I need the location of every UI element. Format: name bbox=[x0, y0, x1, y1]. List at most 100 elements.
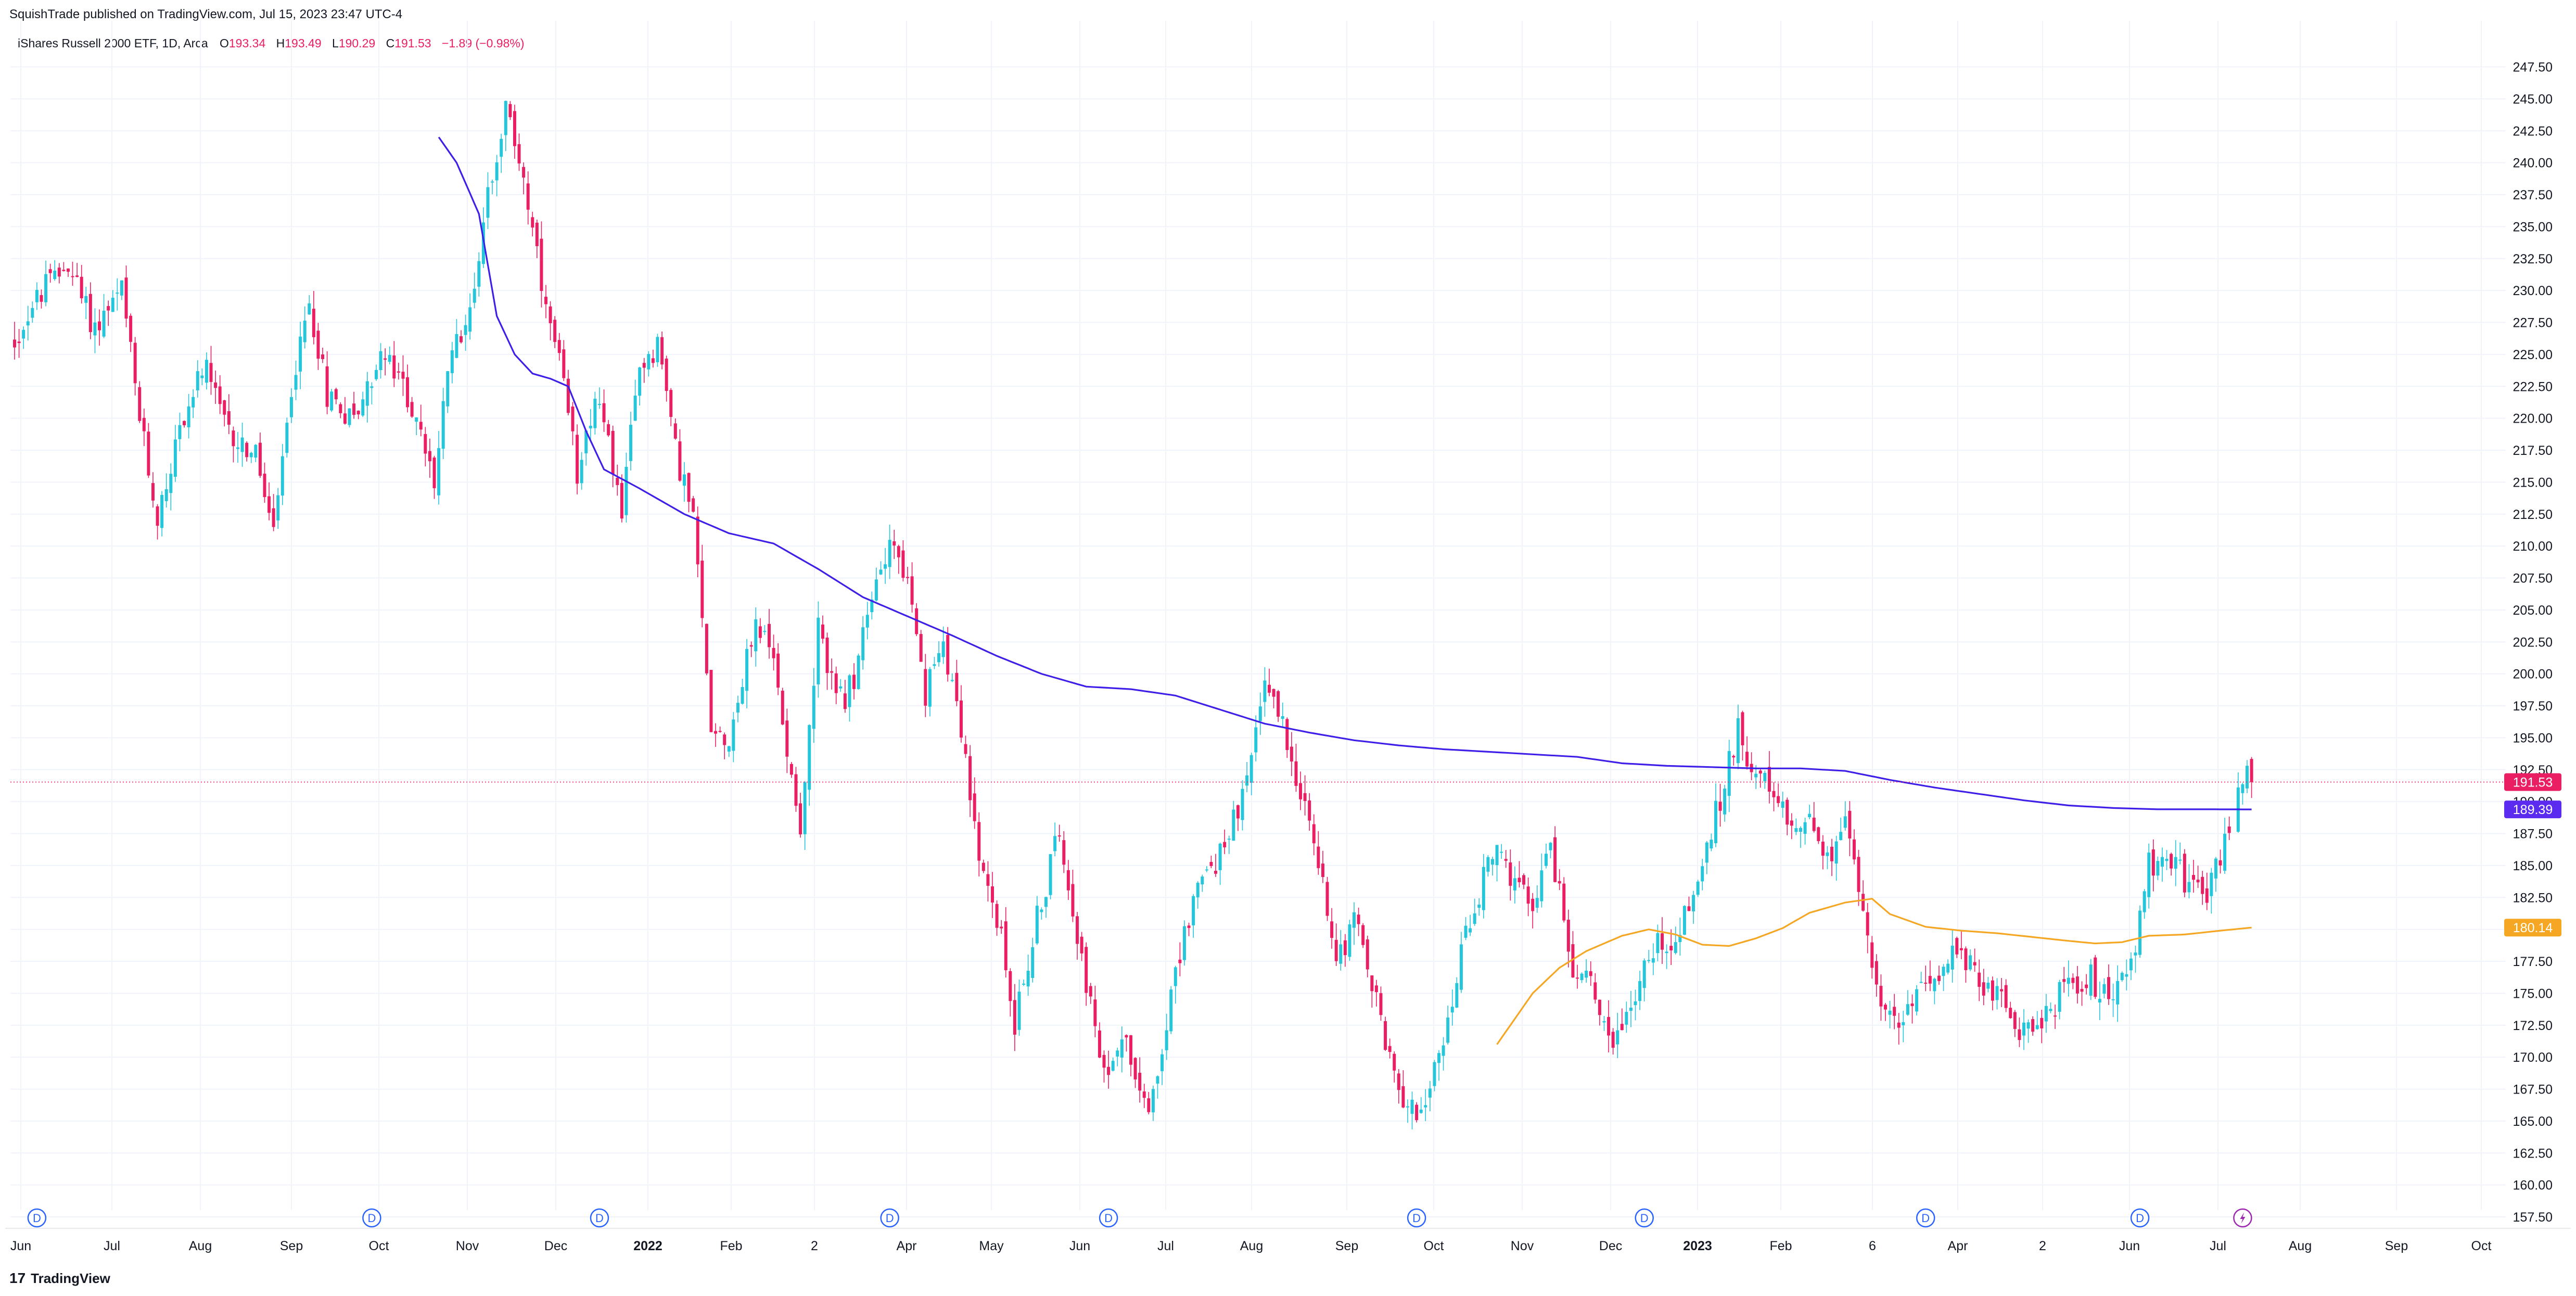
candle-body bbox=[1419, 1109, 1423, 1113]
price-tick-label: 170.00 bbox=[2513, 1050, 2553, 1065]
candle-body bbox=[1232, 809, 1235, 841]
candles bbox=[13, 100, 2253, 1129]
candle-body bbox=[2214, 858, 2217, 879]
candle-body bbox=[428, 451, 431, 462]
candle-body bbox=[35, 289, 39, 302]
candle-body bbox=[98, 321, 101, 331]
candle-body bbox=[1629, 1008, 1633, 1011]
candle-body bbox=[665, 358, 668, 391]
candle-body bbox=[173, 439, 177, 477]
candle-body bbox=[647, 354, 651, 370]
candle-body bbox=[374, 370, 378, 379]
candle-body bbox=[1129, 1035, 1132, 1065]
candle-body bbox=[2183, 854, 2186, 893]
candle-body bbox=[1156, 1076, 1159, 1084]
candle-body bbox=[13, 339, 16, 348]
candle-body bbox=[2013, 1012, 2017, 1029]
candle-body bbox=[2026, 1022, 2030, 1029]
time-tick-label: Nov bbox=[456, 1239, 479, 1253]
candle-body bbox=[1661, 933, 1664, 950]
candle-body bbox=[1522, 875, 1526, 885]
candle-body bbox=[687, 473, 691, 502]
candle-body bbox=[1379, 993, 1383, 1015]
candle-body bbox=[2138, 910, 2142, 955]
candle-body bbox=[330, 391, 334, 411]
candle-body bbox=[1982, 982, 1985, 996]
candle-body bbox=[589, 426, 592, 429]
candle-body bbox=[1808, 814, 1812, 818]
candle-body bbox=[1781, 801, 1784, 808]
tradingview-logo[interactable]: 17 TradingView bbox=[9, 1270, 110, 1287]
candle-body bbox=[517, 144, 521, 164]
candle-body bbox=[593, 399, 597, 428]
candle-body bbox=[178, 425, 182, 439]
candle-body bbox=[2205, 888, 2209, 903]
time-tick-label: Aug bbox=[1240, 1239, 1263, 1253]
candle-body bbox=[1718, 802, 1722, 811]
candle-body bbox=[843, 693, 847, 709]
candle-body bbox=[1201, 876, 1204, 885]
candle-body bbox=[2227, 827, 2231, 833]
candle-body bbox=[406, 377, 410, 408]
candle-body bbox=[1486, 857, 1490, 872]
candle-body bbox=[285, 423, 289, 453]
candle-body bbox=[741, 687, 744, 704]
candle-body bbox=[696, 516, 699, 565]
candle-body bbox=[339, 404, 342, 413]
candle-body bbox=[620, 482, 623, 519]
candle-body bbox=[486, 187, 490, 218]
candle-body bbox=[249, 452, 253, 458]
candle-body bbox=[93, 322, 97, 336]
candle-body bbox=[924, 669, 927, 706]
price-tick-label: 197.50 bbox=[2513, 699, 2553, 714]
candle-body bbox=[1826, 852, 1829, 856]
price-axis: 157.50 160.00 162.50 165.00 167.50 170.00 172.… bbox=[2513, 60, 2553, 1225]
candle-body bbox=[522, 167, 526, 178]
candle-body bbox=[1576, 977, 1579, 979]
candle-body bbox=[1969, 955, 1972, 970]
candle-body bbox=[1817, 827, 1820, 842]
time-tick-label: 2 bbox=[811, 1239, 818, 1253]
candle-body bbox=[758, 626, 762, 638]
ma-long-line bbox=[438, 136, 2252, 810]
price-tick-label: 200.00 bbox=[2513, 667, 2553, 682]
candle-body bbox=[2165, 858, 2169, 861]
candle-body bbox=[1053, 836, 1057, 852]
candle-body bbox=[1388, 1046, 1392, 1052]
candle-body bbox=[1834, 841, 1838, 864]
candle-body bbox=[1433, 1062, 1436, 1086]
candle-body bbox=[1710, 840, 1713, 849]
candle-body bbox=[1531, 898, 1535, 911]
candle-body bbox=[2075, 976, 2079, 994]
candle-body bbox=[111, 298, 114, 312]
candle-body bbox=[607, 424, 610, 436]
candle-body bbox=[1803, 822, 1807, 834]
candle-body bbox=[1267, 684, 1271, 693]
candle-body bbox=[678, 441, 682, 481]
candle-body bbox=[749, 645, 753, 647]
candle-body bbox=[2151, 849, 2155, 876]
candle-body bbox=[1182, 926, 1186, 960]
candle-body bbox=[40, 295, 43, 302]
time-tick-label: Dec bbox=[1599, 1239, 1622, 1253]
ma-short-line bbox=[1496, 898, 2252, 1045]
candle-body bbox=[1830, 846, 1834, 861]
candle-body bbox=[1915, 989, 1919, 1012]
candle-body bbox=[223, 400, 226, 415]
candle-body bbox=[446, 371, 450, 406]
candle-body bbox=[2049, 1009, 2052, 1011]
time-tick-label: Jun bbox=[1069, 1239, 1090, 1253]
candle-body bbox=[1107, 1066, 1111, 1075]
candle-body bbox=[2098, 999, 2101, 1002]
price-tick-label: 160.00 bbox=[2513, 1178, 2553, 1193]
candle-body bbox=[1888, 1010, 1892, 1015]
close-value: 191.53 bbox=[394, 36, 431, 50]
candle-body bbox=[968, 756, 972, 801]
candle-body bbox=[495, 162, 499, 181]
candle-body bbox=[2044, 1006, 2048, 1022]
candle-body bbox=[2174, 857, 2177, 869]
dividend-marker bbox=[27, 1208, 47, 1228]
price-tag-label: 191.53 bbox=[2513, 776, 2553, 790]
